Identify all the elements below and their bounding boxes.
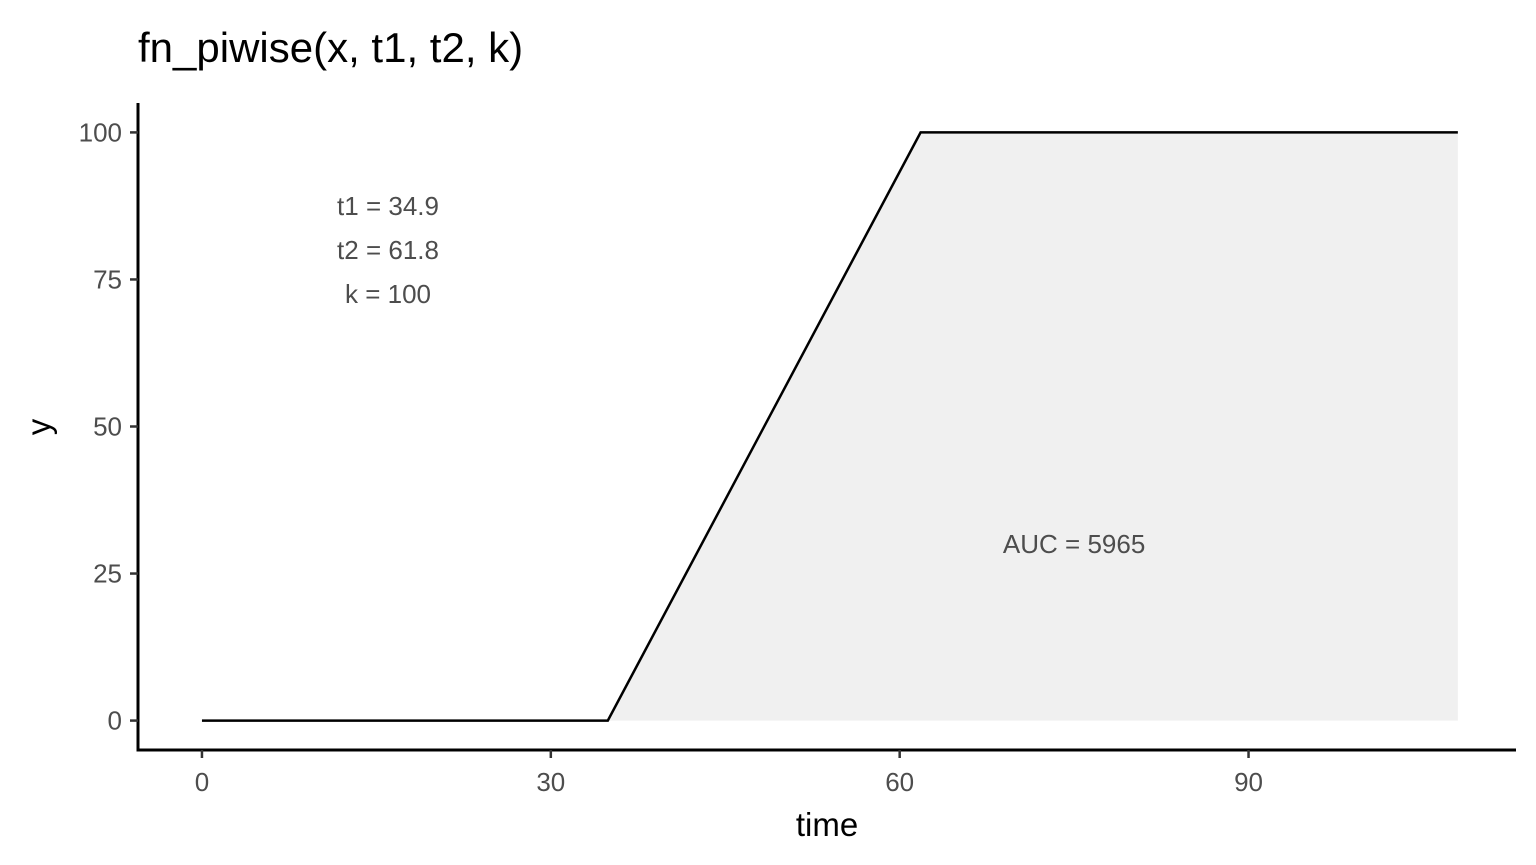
y-tick-label: 100 <box>79 117 122 147</box>
x-axis-label: time <box>796 806 858 843</box>
series-line <box>201 131 1458 722</box>
x-axis: 0 30 60 90 <box>136 748 1516 797</box>
y-tick-label: 0 <box>108 706 122 736</box>
annotation-label: AUC = 5965 <box>1003 529 1145 559</box>
y-tick-label: 75 <box>93 264 122 294</box>
annotation-label: t2 = 61.8 <box>337 235 439 265</box>
y-axis: 0 25 50 75 100 <box>79 103 140 752</box>
y-ticks: 0 25 50 75 100 <box>79 117 138 736</box>
x-tick-label: 60 <box>885 767 914 797</box>
annotation-label: t1 = 34.9 <box>337 191 439 221</box>
y-tick-label: 25 <box>93 559 122 589</box>
annotations: t1 = 34.9 t2 = 61.8 k = 100 AUC = 5965 <box>337 191 1145 559</box>
plot-area: t1 = 34.9 t2 = 61.8 k = 100 AUC = 5965 <box>201 131 1458 722</box>
x-tick-label: 30 <box>536 767 565 797</box>
x-ticks: 0 30 60 90 <box>195 750 1263 797</box>
auc-area <box>607 132 1458 721</box>
y-tick-label: 50 <box>93 412 122 442</box>
y-axis-label: y <box>20 418 57 435</box>
chart-title: fn_piwise(x, t1, t2, k) <box>138 24 523 71</box>
annotation-label: k = 100 <box>345 279 431 309</box>
x-tick-label: 90 <box>1234 767 1263 797</box>
x-tick-label: 0 <box>195 767 209 797</box>
